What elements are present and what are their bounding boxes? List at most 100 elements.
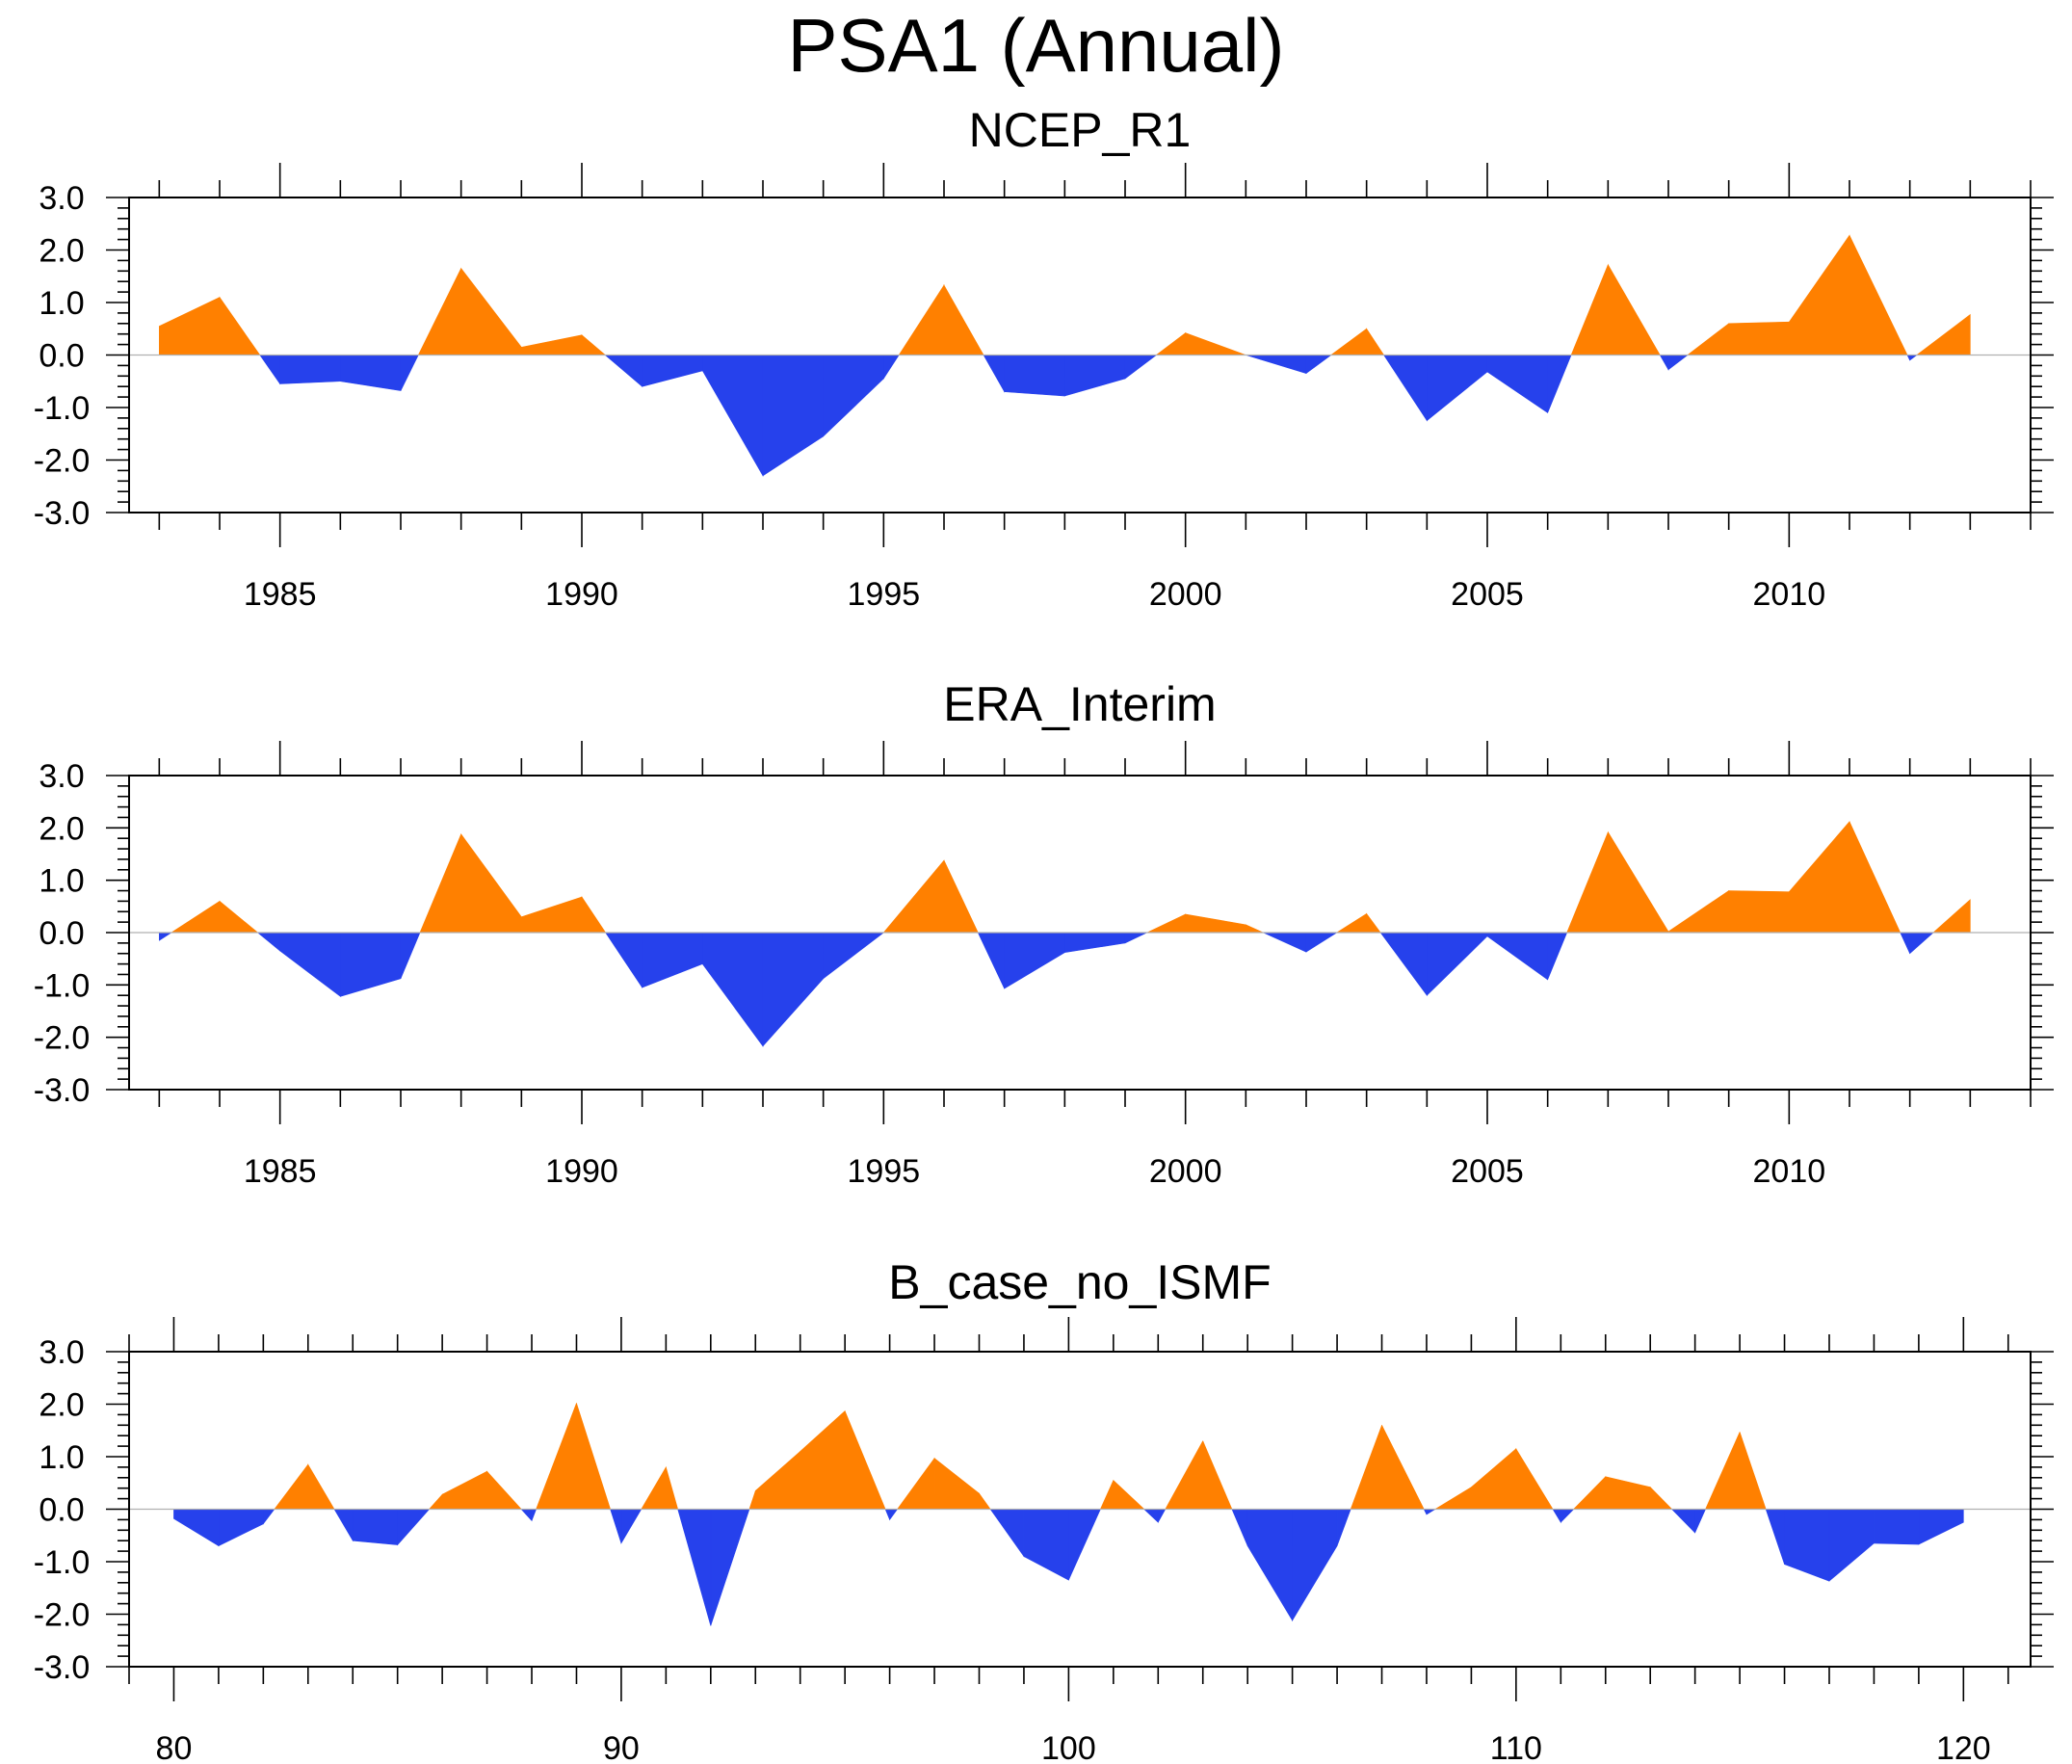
area-segment-positive	[1789, 821, 1850, 934]
x-tick-label: 1990	[545, 576, 618, 613]
area-segment-positive	[1566, 831, 1609, 934]
area-segment-negative	[1124, 355, 1158, 380]
area-segment-positive	[1932, 899, 1971, 934]
area-segment-negative	[333, 1509, 354, 1542]
area-segment-negative	[1124, 932, 1147, 944]
area-segment-positive	[1381, 1425, 1425, 1510]
area-segment-positive	[1350, 1425, 1382, 1510]
y-tick-label: -3.0	[34, 1072, 91, 1109]
area-segment-positive	[1329, 328, 1367, 355]
area-segment-negative	[1909, 355, 1918, 361]
area-segment-positive	[754, 1450, 801, 1510]
area-segment-negative	[1305, 355, 1332, 375]
area-segment-positive	[666, 1466, 679, 1510]
area-segment-negative	[884, 1509, 890, 1520]
panel-title: B_case_no_ISMF	[888, 1255, 1271, 1309]
area-segment-negative	[159, 932, 172, 941]
area-segment-positive	[307, 1463, 335, 1510]
area-segment-negative	[1379, 932, 1428, 997]
area-segment-negative	[256, 932, 280, 952]
y-tick-label: -2.0	[34, 443, 91, 480]
area-segment-positive	[1728, 321, 1790, 355]
area-segment-negative	[1874, 1509, 1920, 1545]
y-tick-label: -1.0	[34, 390, 91, 427]
area-segment-negative	[1918, 1509, 1964, 1545]
area-segment-positive	[159, 297, 221, 355]
y-tick-label: 2.0	[39, 1387, 84, 1424]
x-tick-label: 2005	[1451, 576, 1524, 613]
area-segment-positive	[1099, 1480, 1115, 1510]
area-segment-negative	[1023, 1509, 1069, 1581]
area-segment-negative	[762, 355, 824, 477]
x-tick-label: 1985	[244, 1153, 317, 1190]
area-segment-positive	[1605, 1476, 1651, 1510]
area-segment-positive	[1705, 1432, 1741, 1510]
area-segment-positive	[1185, 332, 1246, 355]
area-segment-positive	[943, 859, 979, 934]
area-segment-negative	[1828, 1509, 1875, 1582]
area-segment-negative	[883, 355, 900, 381]
area-segment-positive	[170, 900, 221, 934]
area-segment-positive	[933, 1458, 980, 1510]
y-tick-label: 3.0	[39, 1334, 84, 1371]
area-segment-negative	[1547, 932, 1568, 981]
area-segment-negative	[218, 1509, 264, 1547]
area-segment-negative	[1004, 355, 1065, 397]
area-segment-positive	[1335, 912, 1367, 934]
y-tick-label: 3.0	[39, 180, 84, 217]
area-segment-negative	[1670, 1509, 1695, 1534]
x-tick-label: 100	[1041, 1730, 1096, 1764]
x-tick-label: 120	[1936, 1730, 1991, 1764]
area-segment-negative	[620, 1509, 643, 1545]
panel-title: NCEP_R1	[969, 103, 1192, 157]
area-segment-positive	[1433, 1487, 1472, 1510]
area-segment-negative	[1305, 932, 1338, 953]
area-segment-negative	[1143, 1509, 1159, 1523]
area-segment-negative	[1157, 1509, 1167, 1523]
area-segment-positive	[898, 283, 945, 355]
area-segment-negative	[1900, 932, 1910, 954]
area-segment-positive	[1113, 1479, 1145, 1510]
area-segment-positive	[1789, 234, 1850, 355]
area-segment-negative	[702, 932, 764, 1047]
area-segment-negative	[1561, 1509, 1575, 1523]
figure-title: PSA1 (Annual)	[787, 3, 1285, 88]
area-segment-negative	[702, 355, 764, 477]
area-segment-negative	[173, 1509, 220, 1547]
x-tick-label: 1995	[848, 576, 921, 613]
area-segment-positive	[1155, 332, 1186, 355]
area-segment-positive	[1185, 913, 1246, 934]
area-segment-positive	[460, 832, 522, 934]
area-segment-negative	[642, 932, 703, 988]
x-tick-label: 90	[603, 1730, 640, 1764]
area-segment-negative	[604, 355, 643, 387]
area-segment-positive	[1915, 313, 1971, 355]
area-segment-positive	[1515, 1447, 1554, 1510]
area-segment-positive	[641, 1465, 667, 1510]
area-segment-negative	[259, 355, 280, 385]
y-tick-label: -3.0	[34, 1649, 91, 1686]
area-segment-positive	[943, 283, 984, 355]
area-segment-negative	[279, 932, 341, 997]
area-segment-positive	[882, 859, 945, 934]
area-segment-negative	[642, 355, 703, 387]
y-tick-label: 0.0	[39, 915, 84, 952]
panel-1: NCEP_R1 -3.0 -2.0 -1.0 0.0 1.0 2.0 3.0 1985 1990 1…	[34, 103, 2054, 613]
area-segment-positive	[536, 1403, 577, 1510]
area-segment-negative	[1064, 932, 1126, 954]
panel-2: ERA_Interim -3.0 -2.0 -1.0 0.0 1.0 2.0 3.0 1985 1…	[34, 677, 2054, 1190]
area-segment-positive	[1246, 924, 1264, 934]
area-segment-negative	[1427, 355, 1488, 422]
x-tick-label: 1990	[545, 1153, 618, 1190]
area-segment-negative	[1064, 355, 1126, 397]
area-segment-positive	[896, 1457, 935, 1510]
area-segment-positive	[441, 1470, 487, 1510]
x-tick-label: 2010	[1753, 576, 1826, 613]
area-segment-negative	[263, 1509, 275, 1525]
area-segment-negative	[762, 932, 824, 1047]
area-segment-negative	[1667, 355, 1689, 371]
area-segment-negative	[397, 1509, 431, 1546]
area-segment-negative	[1486, 355, 1548, 414]
area-segment-positive	[274, 1463, 309, 1510]
y-tick-label: 0.0	[39, 1492, 84, 1529]
